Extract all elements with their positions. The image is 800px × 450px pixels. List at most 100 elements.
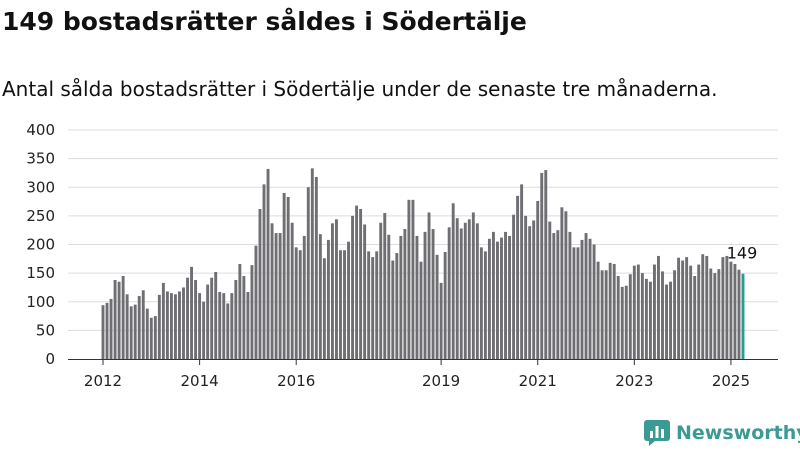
bar xyxy=(145,308,149,359)
bar xyxy=(322,258,326,359)
bar xyxy=(298,250,302,359)
bar xyxy=(250,265,254,359)
x-tick-label: 2012 xyxy=(84,372,122,390)
bar xyxy=(330,223,334,359)
bar xyxy=(479,247,483,359)
bar xyxy=(677,257,681,359)
bar xyxy=(238,263,242,359)
bar xyxy=(705,255,709,359)
bar xyxy=(302,235,306,359)
bar xyxy=(339,250,342,359)
x-tick-label: 2023 xyxy=(615,372,653,390)
bar xyxy=(182,287,185,359)
bar xyxy=(632,265,636,359)
bar xyxy=(371,257,375,359)
bar xyxy=(556,230,560,359)
bar xyxy=(210,277,214,359)
bar xyxy=(636,264,640,359)
y-tick-label: 100 xyxy=(26,293,55,311)
bar xyxy=(504,231,507,359)
x-tick-label: 2019 xyxy=(422,372,460,390)
bar xyxy=(218,292,222,359)
bar xyxy=(536,200,540,359)
bar xyxy=(435,254,439,359)
bar xyxy=(141,290,145,359)
bar xyxy=(423,231,427,359)
bar xyxy=(109,298,113,359)
bar xyxy=(487,238,491,359)
y-tick-label: 350 xyxy=(26,150,55,168)
bar xyxy=(447,227,451,359)
bar xyxy=(463,222,467,359)
y-tick-label: 400 xyxy=(26,121,55,139)
bar xyxy=(286,196,290,359)
bar xyxy=(540,172,544,359)
bar xyxy=(137,296,141,359)
y-tick-label: 0 xyxy=(45,350,55,368)
newsworthy-logo: Newsworthy xyxy=(644,419,800,447)
bar xyxy=(306,187,310,359)
bar xyxy=(214,271,218,359)
bar xyxy=(608,262,612,359)
y-tick-label: 300 xyxy=(26,178,55,196)
bar xyxy=(628,274,632,359)
bar xyxy=(451,203,455,359)
bar xyxy=(178,291,181,359)
bar xyxy=(648,281,652,359)
x-tick-label: 2025 xyxy=(712,372,750,390)
bar xyxy=(733,263,737,359)
bar xyxy=(274,233,278,359)
bar xyxy=(665,284,668,359)
bar xyxy=(113,280,117,359)
bar xyxy=(117,281,121,359)
bar xyxy=(620,286,624,359)
bar xyxy=(471,212,475,359)
bar xyxy=(713,273,717,360)
bar xyxy=(149,317,153,359)
bar xyxy=(612,263,616,359)
bar xyxy=(262,184,266,359)
bar xyxy=(532,220,536,359)
bar xyxy=(387,234,391,359)
bar xyxy=(310,168,314,359)
grid-lines xyxy=(68,129,778,331)
bar xyxy=(552,233,556,359)
chart-title: 149 bostadsrätter såldes i Södertälje xyxy=(2,7,527,36)
bar xyxy=(347,241,350,359)
bar xyxy=(234,280,238,359)
bar xyxy=(335,219,338,359)
bar xyxy=(520,184,524,359)
y-tick-label: 250 xyxy=(26,207,55,225)
bar xyxy=(653,264,656,359)
bar xyxy=(415,235,419,359)
bar xyxy=(697,264,701,359)
bar xyxy=(242,275,246,359)
bar xyxy=(725,255,729,359)
bar xyxy=(254,245,258,359)
bars xyxy=(101,168,745,360)
bar xyxy=(282,192,286,359)
bar xyxy=(161,282,165,359)
bar xyxy=(266,168,270,359)
bar xyxy=(194,280,198,359)
bar xyxy=(198,293,202,359)
bar xyxy=(528,226,532,359)
bar xyxy=(407,199,411,359)
bar xyxy=(105,302,109,359)
bar xyxy=(399,235,403,359)
bar xyxy=(576,247,580,359)
bar xyxy=(624,285,628,359)
bar xyxy=(616,275,620,359)
y-tick-label: 150 xyxy=(26,264,55,282)
bar xyxy=(314,176,318,359)
bar xyxy=(270,223,274,359)
bar xyxy=(657,255,660,359)
bar xyxy=(355,205,359,359)
bar xyxy=(395,253,399,359)
bar xyxy=(596,261,600,359)
bar xyxy=(544,170,548,359)
bar xyxy=(206,284,210,359)
bar xyxy=(230,293,234,359)
bar xyxy=(584,233,588,359)
